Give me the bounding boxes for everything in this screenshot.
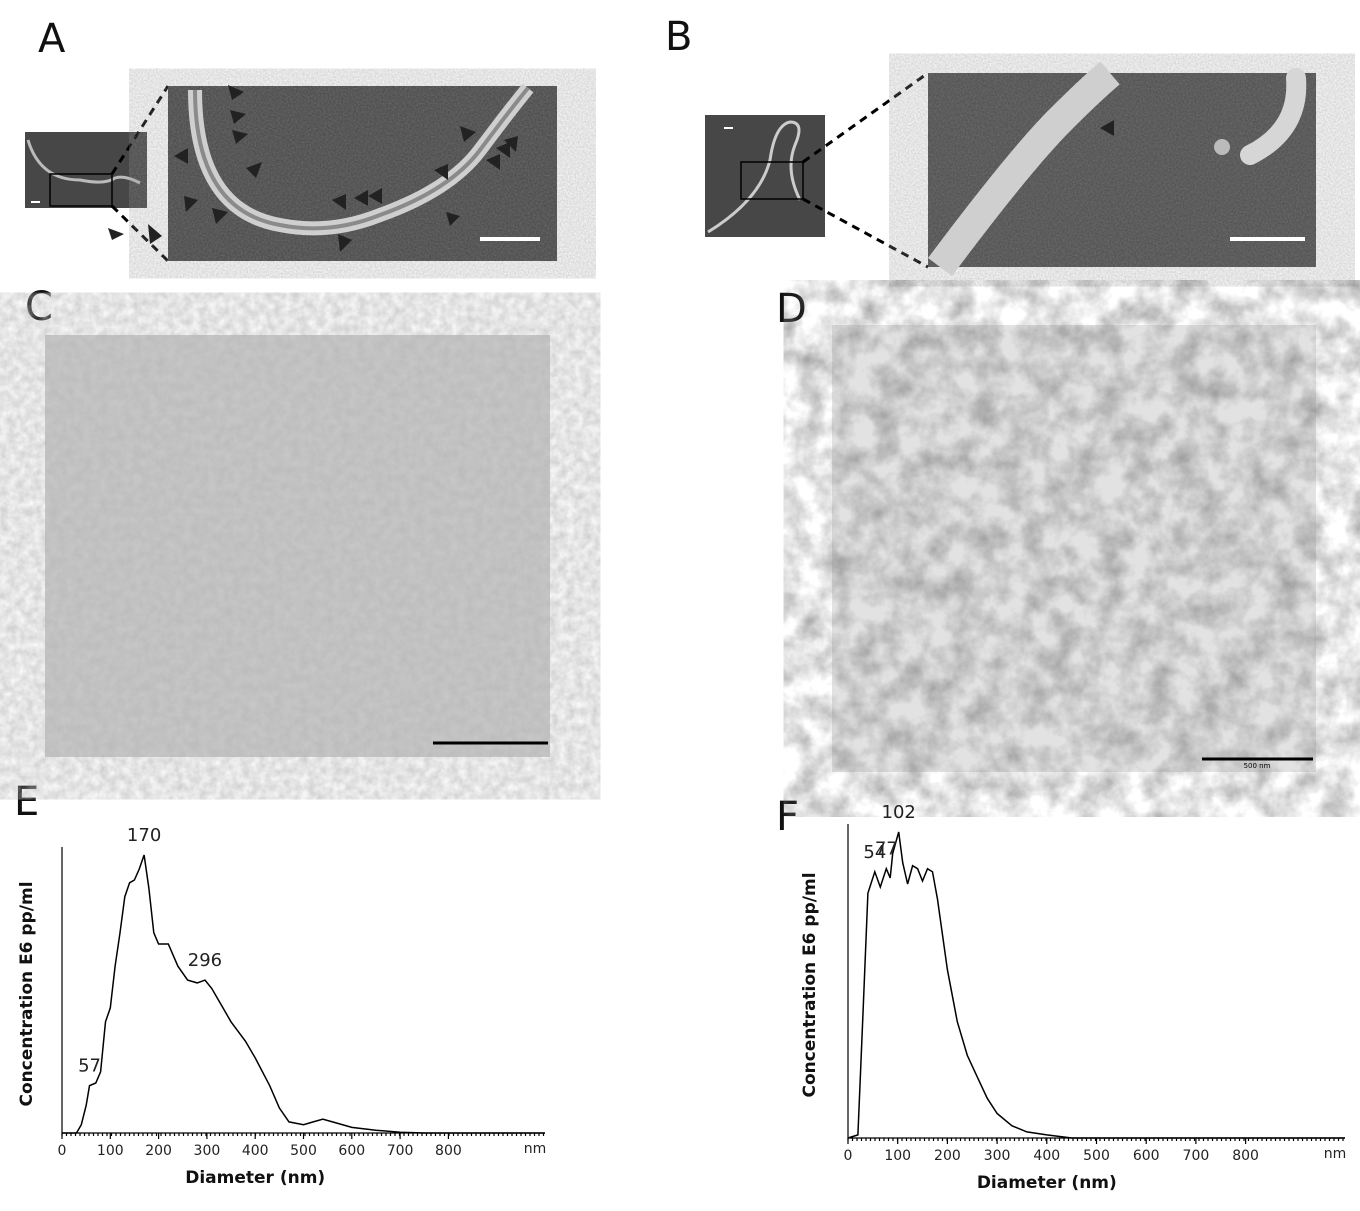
peak-label: 57 bbox=[78, 1056, 101, 1077]
size-distribution-line bbox=[62, 854, 545, 1134]
x-tick-label: 700 bbox=[1183, 1148, 1210, 1164]
x-tick-label: 500 bbox=[1083, 1148, 1110, 1164]
y-axis-label: Concentration E6 pp/ml bbox=[800, 872, 820, 1097]
tem-panel-d: 500 nm bbox=[832, 325, 1316, 772]
panel-label: E bbox=[14, 779, 39, 825]
x-tick-label: 200 bbox=[145, 1143, 172, 1159]
x-tick-label: 0 bbox=[58, 1143, 67, 1159]
sem-panel-b bbox=[705, 61, 1316, 276]
tem-panel-c bbox=[45, 335, 550, 757]
x-unit: nm bbox=[524, 1141, 547, 1157]
panel-label: A bbox=[38, 16, 66, 62]
x-axis-label: Diameter (nm) bbox=[977, 1173, 1117, 1193]
x-tick-label: 800 bbox=[1232, 1148, 1259, 1164]
x-tick-label: 300 bbox=[194, 1143, 221, 1159]
y-axis-label: Concentration E6 pp/ml bbox=[17, 881, 37, 1106]
panel-label: B bbox=[665, 14, 692, 60]
peak-label: 102 bbox=[882, 802, 916, 823]
x-tick-label: 200 bbox=[934, 1148, 961, 1164]
x-tick-label: 700 bbox=[387, 1143, 414, 1159]
peak-label: 77 bbox=[875, 839, 898, 860]
scale-bar-label: 500 nm bbox=[1244, 762, 1271, 770]
x-tick-label: 0 bbox=[844, 1148, 853, 1164]
size-distribution-line bbox=[847, 831, 1345, 1139]
sem-panel-a bbox=[25, 83, 557, 263]
x-unit: nm bbox=[1324, 1146, 1347, 1162]
x-tick-label: 800 bbox=[435, 1143, 462, 1159]
x-tick-label: 600 bbox=[338, 1143, 365, 1159]
x-tick-label: 400 bbox=[1033, 1148, 1060, 1164]
x-tick-label: 100 bbox=[884, 1148, 911, 1164]
peak-label: 170 bbox=[127, 825, 161, 846]
x-tick-label: 100 bbox=[97, 1143, 124, 1159]
peak-label: 296 bbox=[188, 950, 222, 971]
x-tick-label: 300 bbox=[984, 1148, 1011, 1164]
x-tick-label: 400 bbox=[242, 1143, 269, 1159]
panel-label: C bbox=[25, 284, 53, 330]
peak-label: 54 bbox=[863, 842, 886, 863]
panel-label: D bbox=[776, 286, 807, 332]
panel-label: F bbox=[776, 794, 799, 840]
x-tick-label: 500 bbox=[290, 1143, 317, 1159]
x-tick-label: 600 bbox=[1133, 1148, 1160, 1164]
x-axis-label: Diameter (nm) bbox=[185, 1168, 325, 1188]
